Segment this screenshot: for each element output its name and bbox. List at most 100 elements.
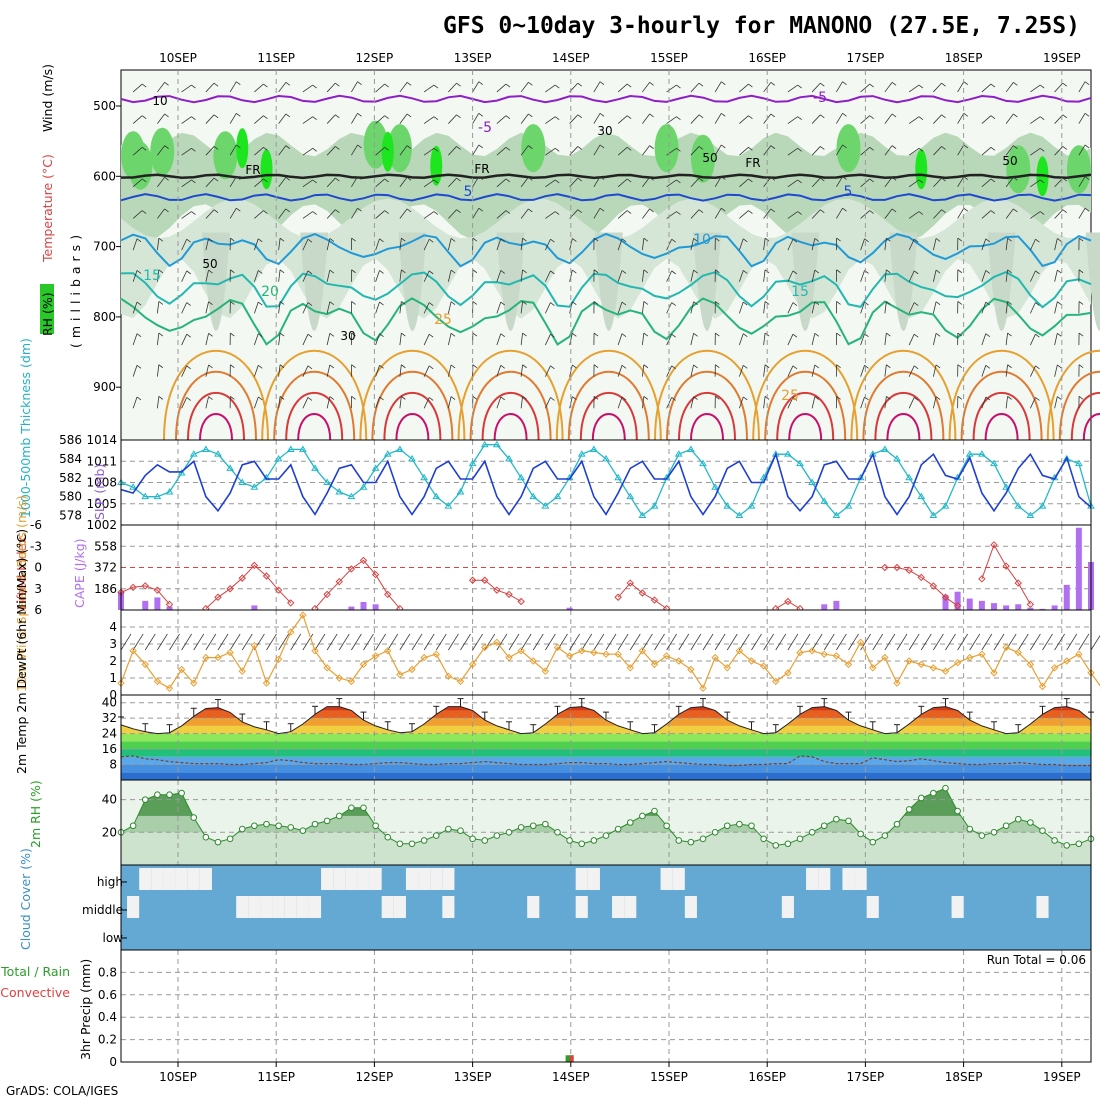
thickness-marker: [650, 502, 659, 509]
wind-barb: [593, 176, 601, 188]
wind-barb-flag: [1057, 396, 1062, 400]
wind-barb-flag: [406, 82, 412, 86]
wind-barb: [981, 238, 987, 251]
wind-barb: [375, 210, 385, 219]
rh-shading: [121, 120, 1100, 331]
rh-marker: [639, 812, 646, 820]
wind-barb: [641, 269, 645, 282]
rh-axis-label: RH (%): [40, 292, 55, 336]
wind-barb-flag: [676, 211, 681, 215]
surface-wind-barb: [908, 633, 920, 651]
precip-convective-label: Convective: [0, 985, 70, 1000]
wind-barb-flag: [500, 396, 506, 401]
wind-barb-flag: [748, 210, 753, 214]
rh-marker: [1002, 822, 1010, 830]
wind-barb-flag: [263, 83, 268, 88]
freezing-level-label: FR: [745, 156, 760, 170]
wind-barb: [617, 178, 628, 188]
wind-barb-flag: [1013, 176, 1018, 181]
wind-barb-flag: [764, 237, 770, 242]
wind-barb: [157, 177, 165, 188]
wind-barb: [981, 333, 987, 346]
wind-barb-flag: [351, 364, 356, 368]
cape-bar: [1075, 527, 1082, 610]
wind-barb: [642, 208, 650, 219]
thickness-marker: [238, 478, 247, 485]
rh-max-blob: [236, 128, 249, 169]
wind-barb-flag: [649, 82, 654, 86]
wind-barb-flag: [820, 82, 825, 87]
wind-marker: [687, 665, 695, 674]
wind-barb-flag: [764, 301, 770, 305]
middle-cloud-block: [236, 896, 249, 918]
wind-barb: [423, 239, 430, 251]
rh-label: 50: [702, 151, 717, 165]
wind-barb-flag: [643, 301, 649, 305]
middle-cloud-block: [381, 896, 394, 918]
li-marker: [638, 589, 647, 597]
surface-wind-barb: [763, 633, 774, 651]
wind-barb-flag: [1057, 301, 1062, 306]
rh-marker: [445, 825, 452, 833]
wind-barb-flag: [649, 113, 654, 118]
wind-marker: [565, 652, 574, 660]
surface-wind-barb: [581, 633, 593, 651]
surface-wind-barb: [666, 633, 677, 651]
wind-marker: [505, 653, 513, 662]
wind-barb-flag: [676, 116, 681, 121]
rh-marker: [154, 791, 161, 799]
surface-wind-barb: [532, 633, 544, 651]
wind-barb: [1030, 270, 1036, 282]
wind-barb-flag: [1084, 81, 1090, 85]
rh-spike: [987, 232, 1016, 331]
wind-barb-flag: [886, 237, 891, 242]
date-label-top: 16SEP: [748, 51, 786, 65]
rh-marker: [1051, 837, 1058, 844]
wind-barb: [545, 270, 551, 282]
wind-barb-flag: [599, 176, 605, 180]
wind-barb-flag: [621, 270, 627, 274]
wind-marker: [626, 664, 634, 672]
wind-barb-flag: [472, 395, 478, 400]
wind-barb-flag: [842, 207, 847, 212]
wind-marker: [541, 667, 550, 675]
rh-high-blob: [654, 124, 679, 173]
surface-wind-barb: [290, 633, 302, 651]
wind-barb-flag: [505, 210, 511, 214]
thickness-marker: [1074, 459, 1083, 467]
wind-marker: [602, 650, 610, 658]
wind-barb-flag: [1039, 211, 1045, 215]
wind-barb-flag: [141, 210, 147, 214]
rh-tick-label: 20: [102, 825, 117, 839]
wind-barb: [884, 269, 887, 282]
surface-wind-barb: [1078, 633, 1090, 651]
cape-bar: [954, 591, 961, 610]
wind-barb-flag: [236, 176, 241, 180]
high-cloud-block: [575, 868, 588, 890]
wind-barb: [884, 396, 887, 409]
wind-barb-flag: [258, 301, 263, 306]
wind-barb: [496, 396, 502, 409]
wind-barb: [132, 147, 143, 156]
wind-barb-flag: [599, 112, 605, 117]
wind-barb-flag: [136, 301, 142, 306]
date-label-bottom: 10SEP: [159, 1070, 197, 1084]
wind-barb: [278, 364, 281, 377]
wind-barb-flag: [379, 333, 384, 337]
rh-spike: [1085, 232, 1100, 331]
wind-barb-flag: [963, 81, 969, 85]
wind-barb: [1030, 302, 1036, 314]
wind-barb: [763, 238, 766, 251]
wind-barb-flag: [698, 82, 704, 87]
rh-marker: [493, 832, 501, 839]
panel-background: [121, 610, 1091, 695]
wind-barb: [642, 82, 650, 93]
thickness-marker: [371, 464, 380, 471]
wind-barb: [132, 115, 143, 124]
wind-barb: [666, 116, 677, 124]
wind-barb-flag: [792, 238, 798, 243]
wind-barb-flag: [797, 148, 802, 152]
rh-marker: [651, 807, 658, 815]
wind-barb-flag: [528, 176, 533, 181]
wind-barb-flag: [869, 147, 874, 151]
